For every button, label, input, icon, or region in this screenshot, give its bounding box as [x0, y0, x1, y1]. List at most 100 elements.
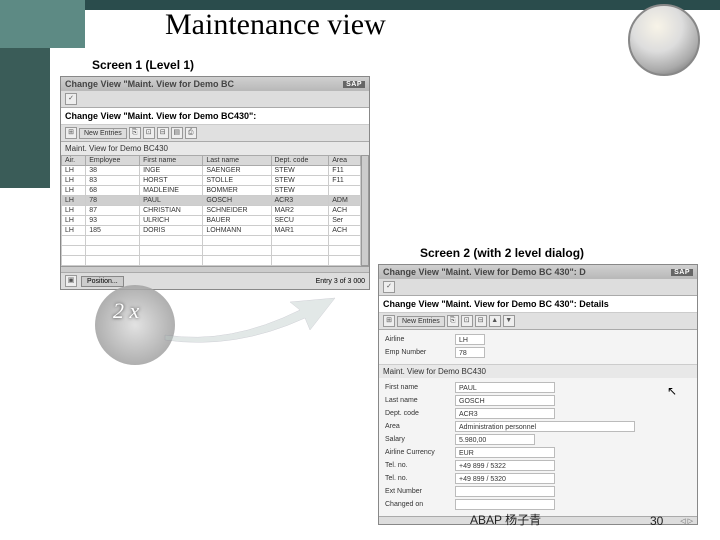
- down-icon[interactable]: ▼: [503, 315, 515, 327]
- print-icon[interactable]: ⎙: [185, 127, 197, 139]
- table-cell: LH: [62, 176, 86, 186]
- table-cell: ACR3: [271, 196, 329, 206]
- table-cell: HORST: [140, 176, 203, 186]
- table-cell: STEW: [271, 176, 329, 186]
- table-cell: MAR1: [271, 226, 329, 236]
- table-cell: ULRICH: [140, 216, 203, 226]
- table-cell: STEW: [271, 166, 329, 176]
- field-label: Airline: [385, 336, 455, 343]
- field-value[interactable]: Administration personnel: [455, 421, 635, 432]
- expand-icon[interactable]: ⊞: [65, 127, 77, 139]
- table-cell: SCHNEIDER: [203, 206, 271, 216]
- screen1-table[interactable]: Air.EmployeeFirst nameLast nameDept. cod…: [61, 155, 361, 266]
- table-row[interactable]: LH87CHRISTIANSCHNEIDERMAR2ACH: [62, 206, 361, 216]
- field-value[interactable]: 78: [455, 347, 485, 358]
- screen1-titlebar: Change View "Maint. View for Demo BC SAP: [61, 77, 369, 91]
- screen2-window: Change View "Maint. View for Demo BC 430…: [378, 264, 698, 525]
- entry-counter: Entry 3 of 3 000: [316, 278, 365, 285]
- form-row: AirlineLH: [385, 334, 691, 345]
- position-button[interactable]: Position...: [81, 276, 124, 287]
- table-row[interactable]: LH38INGESAENGERSTEWF11: [62, 166, 361, 176]
- nav-icon[interactable]: ▣: [65, 275, 77, 287]
- check-icon[interactable]: ✓: [65, 93, 77, 105]
- copy-icon[interactable]: ⎘: [129, 127, 141, 139]
- table-cell: ADM: [329, 196, 361, 206]
- up-icon[interactable]: ▲: [489, 315, 501, 327]
- field-value[interactable]: EUR: [455, 447, 555, 458]
- footer-author: ABAP 杨子青: [470, 511, 541, 528]
- field-label: Salary: [385, 436, 455, 443]
- slide-header: Maintenance view: [0, 0, 720, 48]
- field-label: Dept. code: [385, 410, 455, 417]
- form-row: First namePAUL: [385, 382, 691, 393]
- table-cell: SAENGER: [203, 166, 271, 176]
- screen2-menubar: ✓: [379, 279, 697, 296]
- table-cell: F11: [329, 176, 361, 186]
- table-row: [62, 256, 361, 266]
- table-row[interactable]: LH185DORISLOHMANNMAR1ACH: [62, 226, 361, 236]
- form-row: Airline CurrencyEUR: [385, 447, 691, 458]
- copy-icon[interactable]: ⎘: [447, 315, 459, 327]
- screen1-window: Change View "Maint. View for Demo BC SAP…: [60, 76, 370, 290]
- table-header: First name: [140, 156, 203, 166]
- decorative-teacup-image: [628, 4, 700, 76]
- table-cell: MADLEINE: [140, 186, 203, 196]
- table-row[interactable]: LH68MADLEINEBOMMERSTEW: [62, 186, 361, 196]
- nav-icon[interactable]: ⊟: [475, 315, 487, 327]
- table-row[interactable]: LH83HORSTSTOLLESTEWF11: [62, 176, 361, 186]
- expand-icon[interactable]: ⊞: [383, 315, 395, 327]
- new-entries-button[interactable]: New Entries: [397, 316, 445, 327]
- header-accent: [0, 0, 85, 48]
- table-cell: LH: [62, 226, 86, 236]
- sap-logo: SAP: [671, 269, 693, 276]
- table-row[interactable]: LH78PAULGOSCHACR3ADM: [62, 196, 361, 206]
- check-icon[interactable]: ✓: [383, 281, 395, 293]
- tool-icon[interactable]: ⊡: [461, 315, 473, 327]
- table-header: Employee: [86, 156, 140, 166]
- form-row: Ext Number: [385, 486, 691, 497]
- table-cell: Ser: [329, 216, 361, 226]
- table-cell: DORIS: [140, 226, 203, 236]
- field-label: Tel. no.: [385, 462, 455, 469]
- table-row: [62, 236, 361, 246]
- field-value[interactable]: [455, 486, 555, 497]
- field-value[interactable]: GOSCH: [455, 395, 555, 406]
- field-label: Airline Currency: [385, 449, 455, 456]
- table-header: Air.: [62, 156, 86, 166]
- field-value[interactable]: PAUL: [455, 382, 555, 393]
- select-icon[interactable]: ▤: [171, 127, 183, 139]
- form-row: Changed on: [385, 499, 691, 510]
- table-cell: 78: [86, 196, 140, 206]
- screen1-label: Screen 1 (Level 1): [92, 58, 194, 72]
- form-row: AreaAdministration personnel: [385, 421, 691, 432]
- page-number: 30: [650, 514, 663, 528]
- table-cell: INGE: [140, 166, 203, 176]
- field-value[interactable]: ACR3: [455, 408, 555, 419]
- table-cell: BOMMER: [203, 186, 271, 196]
- field-value[interactable]: +49 899 / 5320: [455, 473, 555, 484]
- table-cell: STOLLE: [203, 176, 271, 186]
- table-cell: MAR2: [271, 206, 329, 216]
- field-value[interactable]: LH: [455, 334, 485, 345]
- field-value[interactable]: 5.980,00: [455, 434, 535, 445]
- field-label: Last name: [385, 397, 455, 404]
- tool-icon[interactable]: ⊡: [143, 127, 155, 139]
- delete-icon[interactable]: ⊟: [157, 127, 169, 139]
- table-cell: LH: [62, 186, 86, 196]
- table-cell: STEW: [271, 186, 329, 196]
- screen1-subtitle: Change View "Maint. View for Demo BC430"…: [61, 108, 369, 125]
- table-cell: LH: [62, 216, 86, 226]
- new-entries-button[interactable]: New Entries: [79, 128, 127, 139]
- vertical-scrollbar[interactable]: [361, 155, 369, 266]
- field-value[interactable]: +49 899 / 5322: [455, 460, 555, 471]
- screen2-section: Maint. View for Demo BC430: [379, 364, 697, 378]
- field-label: First name: [385, 384, 455, 391]
- table-cell: 38: [86, 166, 140, 176]
- table-row[interactable]: LH93ULRICHBAUERSECUSer: [62, 216, 361, 226]
- field-label: Area: [385, 423, 455, 430]
- screen1-toolbar: ⊞ New Entries ⎘ ⊡ ⊟ ▤ ⎙: [61, 125, 369, 142]
- table-cell: GOSCH: [203, 196, 271, 206]
- table-cell: BAUER: [203, 216, 271, 226]
- field-value[interactable]: [455, 499, 555, 510]
- table-cell: 87: [86, 206, 140, 216]
